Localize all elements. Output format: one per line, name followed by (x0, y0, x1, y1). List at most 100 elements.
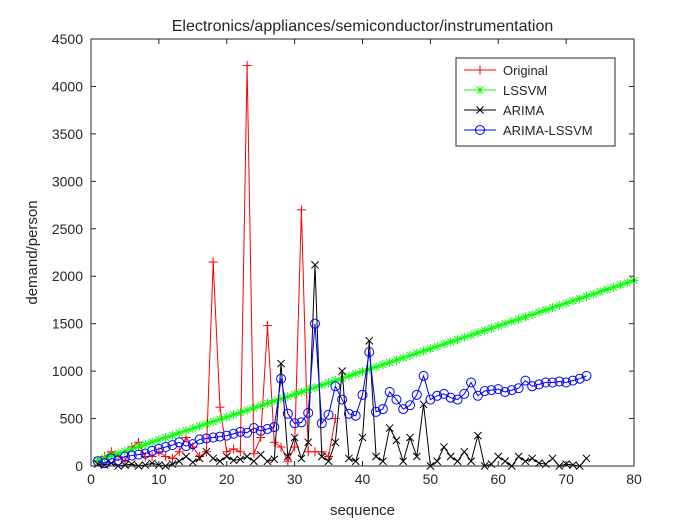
data-point-arima (528, 454, 537, 463)
marker-stroke (623, 278, 631, 287)
marker-stroke (214, 431, 225, 442)
marker-stroke (582, 292, 591, 301)
data-point-lssvm (344, 371, 354, 381)
data-point-arima-lssvm (364, 347, 375, 358)
data-point-lssvm (351, 369, 361, 379)
data-point-original (269, 437, 279, 447)
marker-stroke (418, 370, 429, 381)
marker-stroke (453, 457, 462, 466)
marker-stroke (513, 383, 524, 394)
y-tick-label: 2500 (52, 221, 83, 237)
data-point-lssvm (296, 387, 306, 397)
marker-stroke (547, 377, 558, 388)
data-point-arima (439, 443, 448, 451)
marker-stroke (480, 326, 489, 335)
data-point-original (249, 449, 259, 459)
marker-stroke (405, 400, 416, 411)
marker-stroke (323, 409, 334, 420)
marker-stroke (569, 297, 577, 305)
data-point-arima-lssvm (371, 406, 382, 417)
marker-stroke (501, 319, 509, 328)
x-tick-label: 50 (423, 471, 439, 487)
marker-stroke (568, 461, 577, 470)
data-point-arima-lssvm (357, 389, 368, 400)
data-point-original (256, 433, 266, 443)
data-point-arima (127, 460, 136, 469)
marker-stroke (487, 460, 496, 469)
marker-stroke (331, 376, 340, 385)
marker-stroke (289, 418, 300, 429)
data-point-arima-lssvm (181, 441, 192, 452)
marker-stroke (365, 336, 374, 345)
data-point-lssvm (500, 319, 510, 329)
data-point-arima-lssvm (533, 379, 544, 390)
marker-stroke (459, 388, 470, 399)
y-tick-label: 3000 (52, 173, 83, 189)
data-point-arima-lssvm (282, 408, 293, 419)
y-tick-label: 1000 (52, 363, 83, 379)
marker-stroke (364, 347, 375, 358)
data-point-arima (501, 457, 509, 466)
marker-stroke (248, 423, 259, 434)
data-point-arima-lssvm (330, 381, 341, 392)
marker-stroke (229, 411, 238, 419)
data-point-original (242, 61, 252, 71)
data-point-arima (236, 455, 245, 464)
x-tick-label: 40 (355, 471, 371, 487)
marker-stroke (168, 460, 177, 469)
data-point-lssvm (385, 357, 395, 367)
marker-stroke (269, 422, 280, 433)
marker-stroke (472, 390, 483, 401)
marker-stroke (439, 443, 448, 451)
x-tick-label: 70 (558, 471, 574, 487)
y-tick-label: 4500 (52, 31, 83, 47)
data-point-original (222, 447, 232, 457)
marker-stroke (114, 449, 122, 458)
data-point-lssvm (249, 403, 259, 413)
marker-stroke (243, 406, 251, 414)
legend-marker-original (475, 65, 485, 75)
marker-stroke (297, 454, 306, 463)
marker-stroke (476, 86, 484, 94)
data-point-arima (372, 452, 381, 461)
marker-stroke (338, 367, 347, 376)
data-point-lssvm (568, 296, 578, 306)
marker-stroke (358, 433, 367, 442)
data-point-arima (412, 452, 421, 461)
marker-stroke (119, 451, 130, 462)
data-point-lssvm (378, 360, 388, 370)
marker-stroke (99, 458, 110, 469)
data-point-lssvm (215, 414, 225, 424)
y-tick-label: 3500 (52, 126, 83, 142)
marker-stroke (351, 457, 360, 466)
data-point-lssvm (622, 278, 632, 288)
data-point-lssvm (595, 287, 605, 297)
legend-item-arima: ARIMA (464, 103, 545, 118)
data-point-lssvm (188, 423, 198, 433)
marker-stroke (501, 457, 509, 466)
data-point-arima-lssvm (323, 409, 334, 420)
data-point-arima-lssvm (221, 430, 232, 441)
marker-stroke (540, 377, 551, 388)
data-point-arima (270, 455, 279, 464)
data-point-arima-lssvm (276, 373, 287, 384)
data-point-arima-lssvm (554, 376, 565, 387)
data-point-lssvm (439, 339, 449, 349)
x-tick-label: 30 (287, 471, 303, 487)
marker-stroke (521, 313, 530, 321)
data-point-arima (256, 450, 265, 459)
data-point-arima (548, 454, 557, 463)
marker-stroke (337, 394, 348, 405)
data-point-arima-lssvm (242, 427, 253, 438)
legend-marker-arima (476, 106, 484, 114)
marker-stroke (419, 347, 428, 355)
data-point-lssvm (412, 348, 422, 358)
data-point-arima-lssvm (452, 394, 463, 405)
y-tick-label: 4000 (52, 78, 83, 94)
marker-stroke (445, 392, 456, 403)
data-point-arima-lssvm (506, 385, 517, 396)
marker-stroke (350, 410, 361, 421)
data-point-arima (433, 457, 442, 466)
data-point-arima-lssvm (472, 390, 483, 401)
